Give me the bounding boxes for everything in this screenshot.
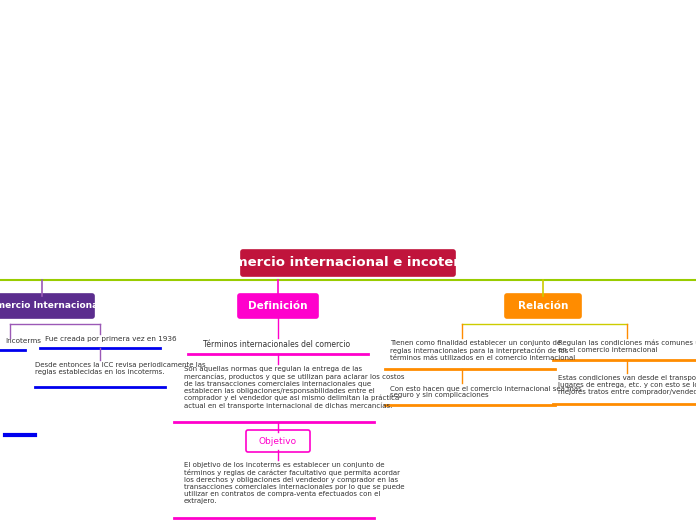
- Text: Términos internacionales del comercio: Términos internacionales del comercio: [203, 340, 350, 349]
- FancyBboxPatch shape: [238, 294, 318, 318]
- Text: Definición: Definición: [248, 301, 308, 311]
- Text: Estas condiciones van desde el transporte, seguros,
lugares de entrega, etc. y c: Estas condiciones van desde el transport…: [558, 375, 696, 395]
- FancyBboxPatch shape: [241, 250, 455, 276]
- Text: Desde entonces la ICC revisa periodicamente las
reglas establecidas en los incot: Desde entonces la ICC revisa periodicame…: [35, 362, 205, 375]
- FancyBboxPatch shape: [0, 294, 94, 318]
- Text: Comercio internacional e incoterms: Comercio internacional e incoterms: [215, 256, 481, 269]
- Text: Objetivo: Objetivo: [259, 436, 297, 446]
- Text: Comercio Internacional: Comercio Internacional: [0, 302, 101, 310]
- Text: Incoterms: Incoterms: [5, 338, 41, 344]
- FancyBboxPatch shape: [246, 430, 310, 452]
- Text: Regulan las condiciones más comunes usadas
en el comercio internacional: Regulan las condiciones más comunes usad…: [558, 340, 696, 354]
- Text: Fue creada por primera vez en 1936: Fue creada por primera vez en 1936: [45, 336, 177, 342]
- Text: Son aquellas normas que regulan la entrega de las
mercancías, productos y que se: Son aquellas normas que regulan la entre…: [184, 366, 404, 409]
- Text: Tienen como finalidad establecer un conjunto de
reglas internacionales para la i: Tienen como finalidad establecer un conj…: [390, 340, 576, 361]
- Text: Relación: Relación: [518, 301, 568, 311]
- Text: Con esto hacen que el comercio internacional sea más
seguro y sin complicaciones: Con esto hacen que el comercio internaci…: [390, 385, 582, 398]
- Text: El objetivo de los incoterms es establecer un conjunto de
términos y reglas de c: El objetivo de los incoterms es establec…: [184, 462, 404, 504]
- FancyBboxPatch shape: [505, 294, 581, 318]
